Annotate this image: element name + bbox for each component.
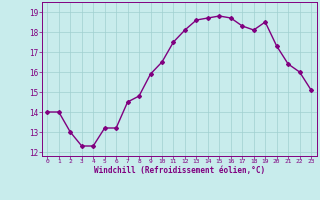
X-axis label: Windchill (Refroidissement éolien,°C): Windchill (Refroidissement éolien,°C) xyxy=(94,166,265,175)
